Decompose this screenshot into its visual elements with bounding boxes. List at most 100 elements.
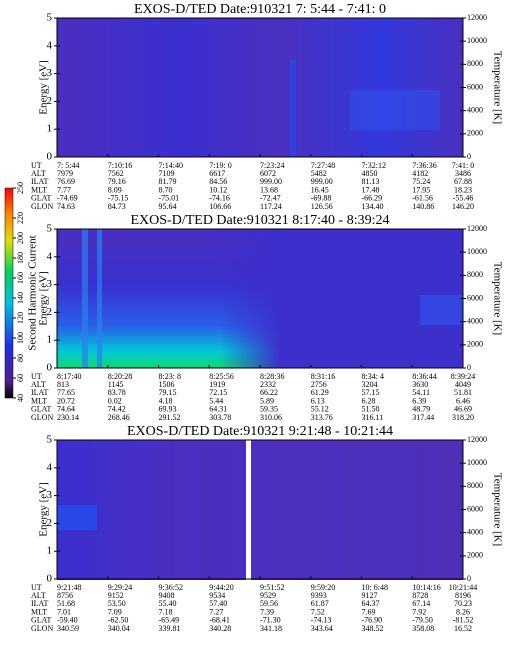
ephemeris-value: 8.09 xyxy=(108,185,122,194)
y2-tick-label: 8000 xyxy=(467,59,483,68)
ephemeris-value: 9:59:20 xyxy=(311,583,335,592)
chart-title: EXOS-D/TED Date:910321 9:21:48 - 10:21:4… xyxy=(127,424,393,439)
ephemeris-value: 84.73 xyxy=(108,202,126,211)
ephemeris-value: 4182 xyxy=(412,169,428,178)
ephemeris-value: 3630 xyxy=(412,380,428,389)
y2-tick-label: 12000 xyxy=(467,224,487,233)
colorbar-label: Second Harmonic Current xyxy=(27,235,39,350)
ephemeris-value: 81.13 xyxy=(362,177,380,186)
ephemeris-value: 20.72 xyxy=(57,396,75,405)
ephemeris-label: GLON xyxy=(31,624,53,633)
ephemeris-value: 75.24 xyxy=(412,177,430,186)
ephemeris-value: 7:10:16 xyxy=(108,161,132,170)
ephemeris-value: 69.93 xyxy=(159,405,177,414)
ephemeris-value: 61.29 xyxy=(311,388,329,397)
ephemeris-value: 8:20:28 xyxy=(108,372,132,381)
ephemeris-value: -74.69 xyxy=(57,194,78,203)
y-tick-label: 4 xyxy=(47,250,53,262)
ephemeris-value: 54.11 xyxy=(412,388,430,397)
ephemeris-value: 7.27 xyxy=(209,607,223,616)
ephemeris-value: 57.15 xyxy=(362,388,380,397)
ephemeris-value: -75.01 xyxy=(159,194,180,203)
y2-tick-label: 4000 xyxy=(467,105,483,114)
ephemeris-value: 6.28 xyxy=(362,396,376,405)
spectrogram-band xyxy=(290,60,296,157)
ephemeris-value: 126.56 xyxy=(311,202,333,211)
ephemeris-value: 66.22 xyxy=(260,388,278,397)
ephemeris-value: 17.48 xyxy=(362,185,380,194)
ephemeris-value: 8:36:44 xyxy=(412,372,436,381)
ephemeris-value: 8:25:56 xyxy=(209,372,233,381)
colorbar-tick-label: 180 xyxy=(16,252,25,264)
ephemeris-value: 51.50 xyxy=(362,405,380,414)
ephemeris-value: 134.40 xyxy=(362,202,384,211)
ephemeris-value: 7:27:48 xyxy=(311,161,335,170)
spectrogram xyxy=(57,18,463,157)
ephemeris-value: 268.46 xyxy=(108,413,130,422)
ephemeris-label: ILAT xyxy=(31,599,48,608)
y2-axis-label: Temperature [K] xyxy=(491,51,503,124)
ephemeris-value: -61.56 xyxy=(412,194,433,203)
ephemeris-value: 9:21:48 xyxy=(57,583,81,592)
y2-tick-label: 4000 xyxy=(467,527,483,536)
ephemeris-value: 313.76 xyxy=(311,413,333,422)
ephemeris-value: 339.81 xyxy=(159,624,181,633)
ephemeris-value: 9152 xyxy=(108,591,124,600)
ephemeris-value: -66.29 xyxy=(362,194,383,203)
ephemeris-value: 59.56 xyxy=(260,599,278,608)
ephemeris-value: -81.52 xyxy=(453,616,474,625)
ephemeris-value: 999.00 xyxy=(260,177,282,186)
ephemeris-value: 10: 6:48 xyxy=(362,583,388,592)
ephemeris-value: 310.06 xyxy=(260,413,282,422)
ephemeris-value: 8756 xyxy=(57,591,73,600)
ephemeris-value: 13.68 xyxy=(260,185,278,194)
ephemeris-value: 340.28 xyxy=(209,624,231,633)
ephemeris-value: 140.86 xyxy=(412,202,434,211)
ephemeris-value: 8:34: 4 xyxy=(362,372,384,381)
ephemeris-value: -72.47 xyxy=(260,194,281,203)
ephemeris-value: 51.81 xyxy=(454,388,472,397)
ephemeris-value: 7:14:40 xyxy=(159,161,183,170)
ephemeris-value: 16.52 xyxy=(454,624,472,633)
ephemeris-label: MLT xyxy=(31,185,47,194)
ephemeris-value: 6.39 xyxy=(412,396,426,405)
colorbar-tick-label: 120 xyxy=(16,312,25,324)
ephemeris-value: -55.46 xyxy=(453,194,474,203)
ephemeris-label: UT xyxy=(31,372,42,381)
ephemeris-value: 83.78 xyxy=(108,388,126,397)
ephemeris-label: UT xyxy=(31,161,42,170)
ephemeris-value: 61.87 xyxy=(311,599,329,608)
ephemeris-value: 358.08 xyxy=(412,624,434,633)
ephemeris-value: 146.20 xyxy=(452,202,474,211)
ephemeris-value: 318.20 xyxy=(452,413,474,422)
ephemeris-value: 0.02 xyxy=(108,396,122,405)
ephemeris-value: 57.40 xyxy=(209,599,227,608)
y-tick-label: 0 xyxy=(47,573,53,585)
y2-tick-label: 2000 xyxy=(467,129,483,138)
chart-title: EXOS-D/TED Date:910321 8:17:40 - 8:39:24 xyxy=(131,213,390,228)
colorbar-tick-label: 140 xyxy=(16,292,25,304)
ephemeris-value: 5.89 xyxy=(260,396,274,405)
ephemeris-value: 303.78 xyxy=(209,413,231,422)
ephemeris-value: 6.46 xyxy=(456,396,470,405)
ephemeris-value: -74.13 xyxy=(311,616,332,625)
ephemeris-value: -65.49 xyxy=(159,616,180,625)
spectrogram-band xyxy=(420,295,463,325)
y2-tick-label: 10000 xyxy=(467,36,487,45)
ephemeris-value: 53.50 xyxy=(108,599,126,608)
ephemeris-value: 79.15 xyxy=(159,388,177,397)
ephemeris-value: 74.63 xyxy=(57,202,75,211)
y-tick-label: 4 xyxy=(47,39,53,51)
ephemeris-value: 79.16 xyxy=(108,177,126,186)
ephemeris-value: 106.66 xyxy=(209,202,231,211)
ephemeris-value: 1145 xyxy=(108,380,124,389)
y2-tick-label: 6000 xyxy=(467,82,483,91)
ephemeris-value: 5.44 xyxy=(209,396,223,405)
ephemeris-value: 117.24 xyxy=(260,202,282,211)
ephemeris-value: 59.35 xyxy=(260,405,278,414)
ephemeris-value: 7.09 xyxy=(108,607,122,616)
ephemeris-label: UT xyxy=(31,583,42,592)
y-tick-label: 3 xyxy=(47,67,53,79)
ephemeris-value: 95.64 xyxy=(159,202,177,211)
